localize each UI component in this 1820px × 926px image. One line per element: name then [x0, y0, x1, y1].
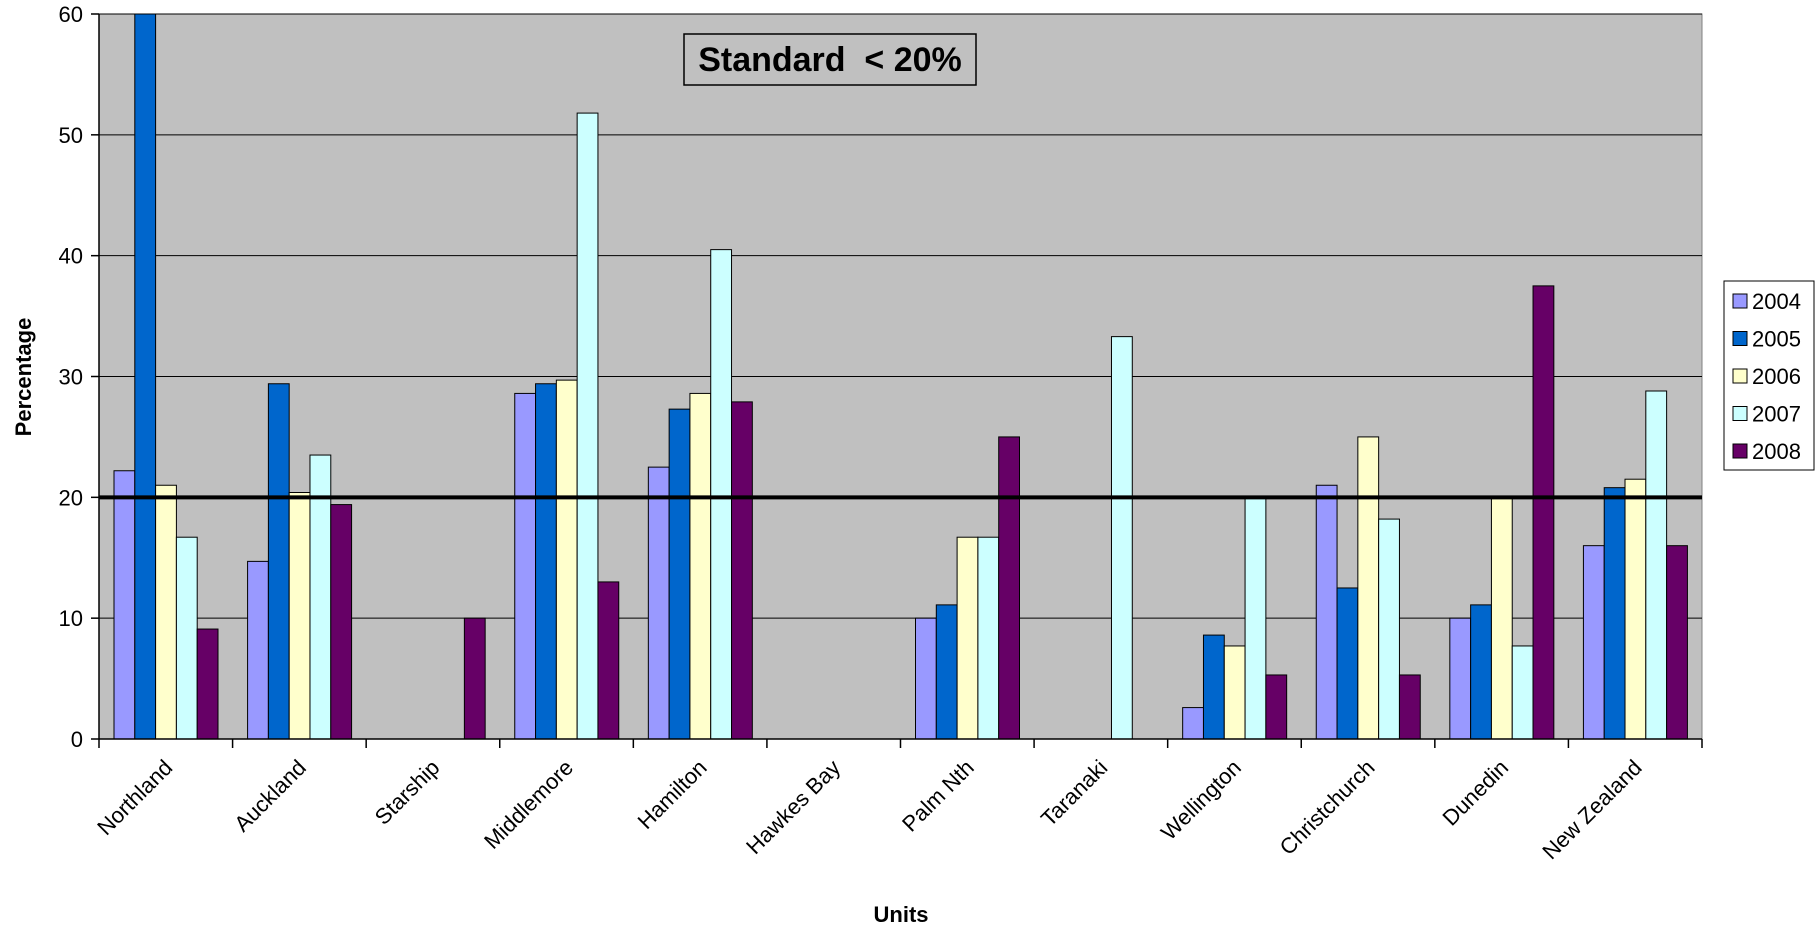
- bar-2008-auckland: [330, 504, 353, 740]
- legend-label-2006: 2006: [1752, 364, 1801, 389]
- bar-2004-hamilton: [647, 466, 670, 740]
- bar-2006-middlemore: [555, 379, 578, 740]
- bar-2007-northland: [175, 536, 198, 740]
- bar-2004-auckland: [247, 560, 269, 740]
- x-tick-label: Middlemore: [479, 755, 578, 854]
- bar-2008-hamilton: [731, 401, 753, 740]
- bar-2004-dunedin: [1449, 617, 1472, 740]
- bar-2006-northland: [155, 484, 177, 740]
- bar-2008-new-zealand: [1666, 545, 1688, 740]
- legend-swatch-2004: [1732, 293, 1748, 309]
- bar-2005-northland: [134, 13, 157, 740]
- bar-2006-christchurch: [1357, 436, 1380, 740]
- bar-2008-christchurch: [1398, 674, 1421, 740]
- legend-label-2004: 2004: [1752, 289, 1801, 314]
- bar-2007-christchurch: [1378, 518, 1400, 740]
- bar-2004-northland: [113, 470, 136, 740]
- bar-2007-hamilton: [710, 249, 733, 740]
- bar-2004-middlemore: [514, 392, 537, 740]
- bar-2008-starship: [463, 617, 486, 740]
- bar-2004-christchurch: [1315, 484, 1338, 740]
- bar-2006-auckland: [288, 492, 311, 740]
- bar-2008-middlemore: [597, 581, 620, 740]
- bar-2007-taranaki: [1110, 336, 1133, 740]
- legend-items: 2004 2005 2006 2007 2008: [1732, 289, 1801, 464]
- bar-2006-palm-nth: [956, 536, 979, 740]
- y-tick-label: 40: [59, 244, 83, 269]
- x-tick-label: Starship: [370, 755, 445, 830]
- bar-2006-wellington: [1223, 645, 1246, 740]
- bar-2004-palm-nth: [915, 617, 937, 740]
- bar-2006-dunedin: [1490, 496, 1513, 740]
- bar-2004-wellington: [1182, 707, 1204, 740]
- y-tick-label: 50: [59, 123, 83, 148]
- legend-label-2007: 2007: [1752, 402, 1801, 427]
- x-axis-ticks: Northland Auckland Starship Middlemore Hamil…: [92, 739, 1703, 864]
- legend-swatch-2006: [1732, 368, 1748, 384]
- x-tick-label: Dunedin: [1438, 755, 1514, 831]
- bar-2005-new-zealand: [1603, 487, 1626, 740]
- bar-2007-wellington: [1244, 496, 1267, 740]
- bar-2008-dunedin: [1532, 285, 1555, 740]
- y-tick-label: 10: [59, 606, 83, 631]
- standard-callout-label: Standard < 20%: [698, 41, 962, 79]
- x-tick-label: New Zealand: [1537, 755, 1646, 864]
- y-tick-label: 20: [59, 485, 83, 510]
- bar-2005-auckland: [267, 383, 290, 740]
- bar-2007-palm-nth: [977, 536, 1000, 740]
- x-axis-title: Units: [874, 902, 929, 926]
- standard-callout-box: [683, 33, 977, 86]
- legend: 2004 2005 2006 2007 2008: [1723, 280, 1815, 471]
- bar-2006-new-zealand: [1624, 478, 1647, 740]
- bar-2008-northland: [196, 628, 219, 740]
- standard-callout: Standard < 20%: [683, 33, 977, 86]
- y-tick-label: 30: [59, 365, 83, 390]
- x-tick-label: Wellington: [1156, 755, 1246, 845]
- x-tick-label: Auckland: [229, 755, 311, 837]
- bar-2005-hamilton: [668, 408, 691, 740]
- y-tick-label: 60: [59, 2, 83, 27]
- y-axis-ticks: 0 10 20 30 40 50 60: [59, 2, 99, 752]
- bar-2004-new-zealand: [1582, 545, 1605, 740]
- bar-2008-palm-nth: [998, 436, 1021, 740]
- x-tick-label: Northland: [92, 755, 177, 840]
- bar-2005-christchurch: [1336, 587, 1359, 740]
- legend-swatch-2008: [1732, 443, 1748, 459]
- bar-2005-palm-nth: [935, 604, 958, 740]
- bars: [113, 13, 1688, 740]
- x-tick-label: Taranaki: [1036, 755, 1112, 831]
- x-tick-label: Christchurch: [1275, 755, 1380, 860]
- bar-2007-new-zealand: [1645, 390, 1668, 740]
- legend-swatch-2007: [1732, 406, 1748, 421]
- legend-label-2005: 2005: [1752, 327, 1801, 352]
- x-tick-label: Palm Nth: [897, 755, 979, 837]
- bar-2005-wellington: [1202, 634, 1225, 740]
- y-axis-title: Percentage: [11, 318, 36, 437]
- bar-2005-dunedin: [1470, 604, 1492, 740]
- bar-2007-dunedin: [1511, 645, 1534, 740]
- y-tick-label: 0: [71, 727, 83, 752]
- legend-swatch-2005: [1732, 331, 1748, 346]
- bar-2007-middlemore: [576, 112, 599, 740]
- x-tick-label: Hamilton: [633, 755, 712, 834]
- bar-2008-wellington: [1265, 674, 1288, 740]
- bar-2006-hamilton: [689, 392, 712, 740]
- legend-label-2008: 2008: [1752, 439, 1801, 464]
- x-tick-label: Hawkes Bay: [741, 755, 845, 859]
- bar-2005-middlemore: [535, 383, 557, 740]
